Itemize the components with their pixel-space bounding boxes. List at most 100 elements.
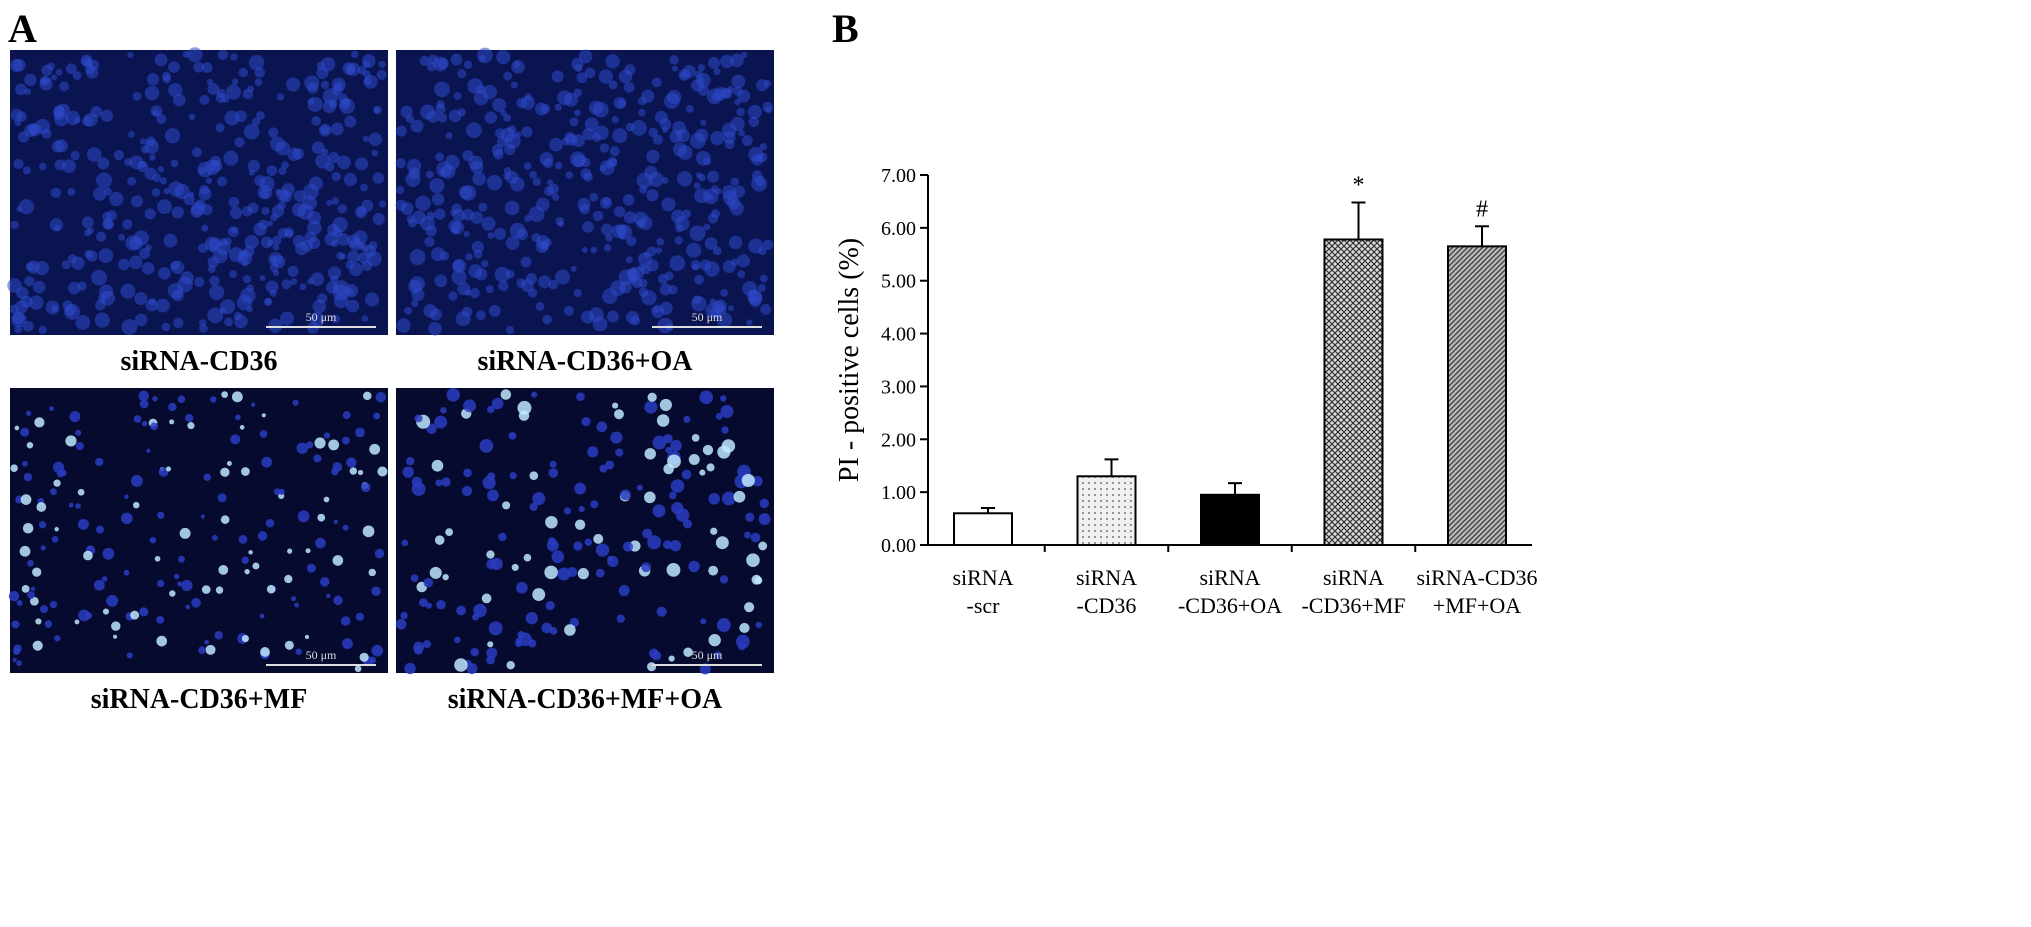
cell xyxy=(515,131,522,138)
cell xyxy=(366,251,382,267)
cell xyxy=(715,536,729,550)
cell xyxy=(419,55,430,67)
cell xyxy=(209,275,220,286)
cell xyxy=(78,609,90,622)
cell xyxy=(292,148,304,160)
cell xyxy=(259,275,266,282)
cell xyxy=(275,140,291,156)
cell xyxy=(555,269,570,285)
cell xyxy=(16,111,27,122)
cell xyxy=(647,392,657,402)
cell xyxy=(452,258,467,274)
cell xyxy=(486,550,495,559)
micrograph xyxy=(7,47,388,335)
cell xyxy=(50,488,57,495)
cell xyxy=(82,115,93,127)
cell xyxy=(24,276,35,287)
cell xyxy=(478,202,488,212)
cell xyxy=(315,153,331,169)
cell xyxy=(722,259,736,274)
cell xyxy=(689,132,706,149)
cell xyxy=(369,443,381,455)
cell xyxy=(699,469,706,476)
cell xyxy=(425,170,434,179)
cell xyxy=(565,133,578,146)
cell xyxy=(651,77,662,88)
cell xyxy=(625,256,633,264)
cell xyxy=(85,64,96,75)
cell xyxy=(413,641,425,653)
cell xyxy=(170,159,179,168)
cell xyxy=(716,618,731,633)
cell xyxy=(241,635,249,643)
cell xyxy=(411,299,419,308)
cell xyxy=(741,473,755,487)
x-tick-label: siRNA xyxy=(1323,565,1384,590)
cell xyxy=(737,642,746,651)
cell xyxy=(758,247,767,256)
cell xyxy=(185,413,194,423)
cell xyxy=(65,110,81,126)
cell xyxy=(700,618,707,625)
cell xyxy=(563,305,574,316)
cell xyxy=(765,106,773,114)
cell xyxy=(270,213,278,222)
cell xyxy=(171,206,185,219)
cell xyxy=(404,306,413,315)
cell xyxy=(154,555,161,562)
cell xyxy=(762,239,774,251)
cell xyxy=(646,149,660,164)
cell xyxy=(141,145,150,154)
cell xyxy=(220,515,230,524)
cell xyxy=(371,644,384,657)
cell xyxy=(671,65,679,72)
cell xyxy=(216,240,231,255)
cell xyxy=(317,293,328,304)
cell xyxy=(531,391,538,398)
cell xyxy=(177,581,183,587)
cell xyxy=(623,81,635,93)
cell xyxy=(74,619,80,625)
cell xyxy=(487,641,494,648)
cell xyxy=(103,219,114,229)
cell xyxy=(220,467,230,477)
cell xyxy=(697,64,706,72)
cell xyxy=(510,177,525,192)
cell xyxy=(67,254,78,264)
cell xyxy=(544,565,558,580)
cell xyxy=(509,472,517,480)
cell xyxy=(663,540,673,550)
cell xyxy=(464,289,472,296)
image-background xyxy=(10,388,388,673)
cell xyxy=(710,131,725,146)
cell xyxy=(362,135,370,143)
image-caption: siRNA-CD36+MF xyxy=(91,684,308,715)
cell xyxy=(508,431,517,440)
cell xyxy=(524,215,532,222)
cell xyxy=(149,536,157,544)
cell xyxy=(333,519,338,524)
cell xyxy=(410,574,419,583)
cell xyxy=(623,211,637,224)
cell xyxy=(325,281,339,294)
cell xyxy=(323,496,330,503)
cell xyxy=(700,119,707,126)
cell xyxy=(266,220,274,227)
cell xyxy=(496,50,511,65)
cell xyxy=(250,402,256,407)
cell xyxy=(229,206,243,220)
cell xyxy=(11,312,27,328)
cell xyxy=(241,467,250,476)
cell xyxy=(608,80,618,90)
cell xyxy=(535,197,550,212)
cell xyxy=(230,53,238,61)
cell xyxy=(638,216,653,231)
bar xyxy=(1323,238,1384,546)
cell xyxy=(689,225,706,242)
cell xyxy=(708,633,721,647)
cell xyxy=(705,302,722,319)
cell xyxy=(551,550,565,564)
cell xyxy=(582,221,594,233)
cell xyxy=(721,426,729,434)
cell xyxy=(463,60,473,70)
